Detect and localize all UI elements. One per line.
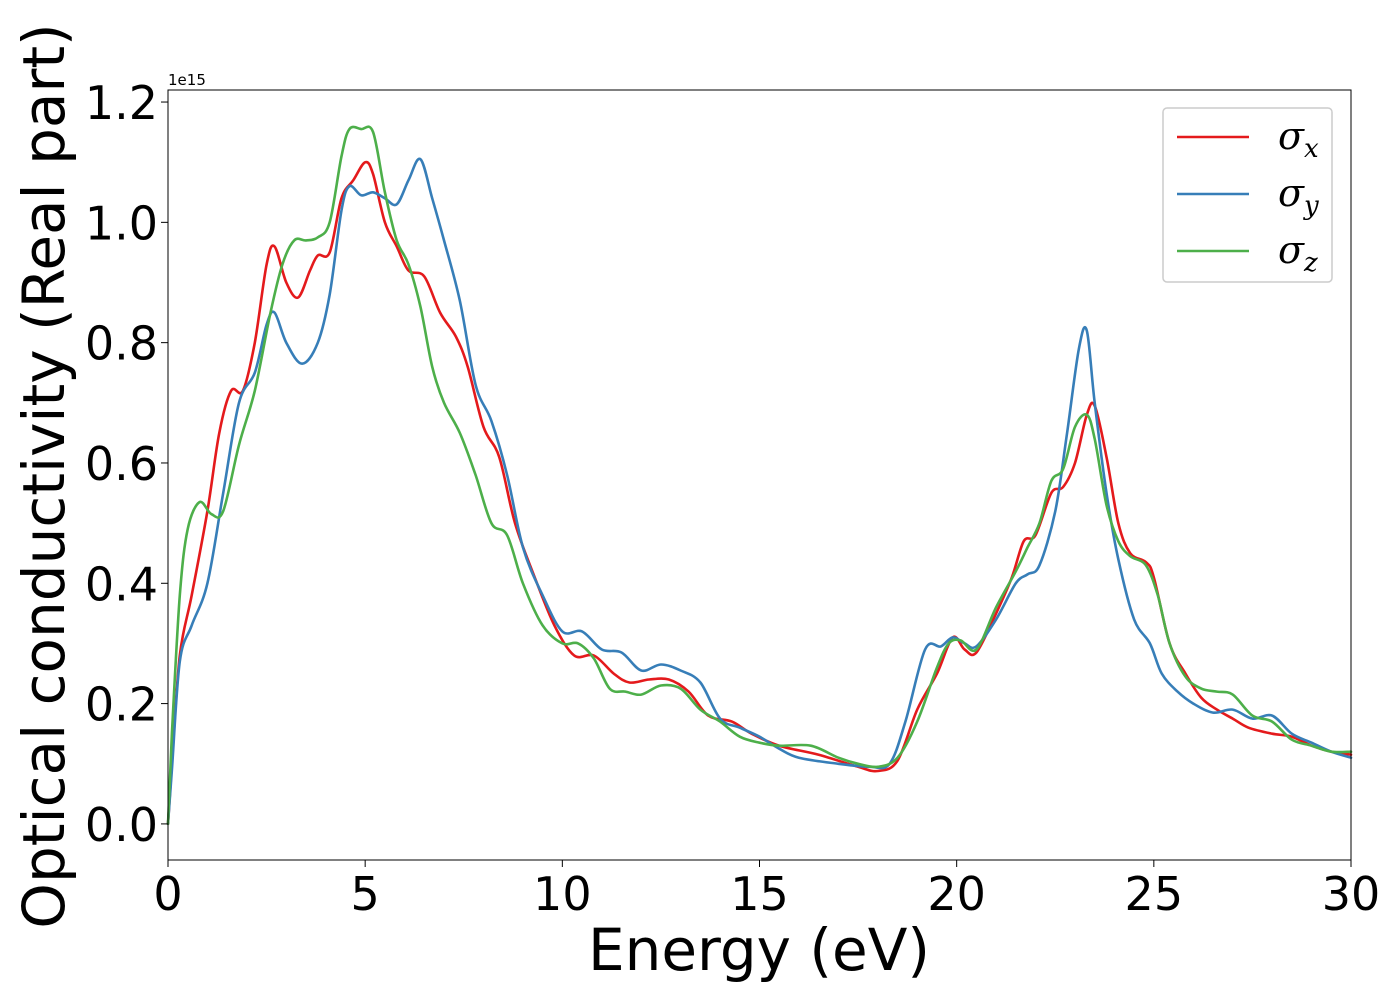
x-tick-label: 10 bbox=[533, 867, 592, 921]
y-tick-label: 1.2 bbox=[85, 76, 158, 130]
x-axis: 0 5 10 15 20 25 30 bbox=[153, 860, 1380, 921]
y-tick-label: 0.4 bbox=[85, 557, 158, 611]
x-tick-label: 20 bbox=[927, 867, 986, 921]
y-axis-label: Optical conductivity (Real part) bbox=[10, 23, 78, 928]
y-offset-text: 1e15 bbox=[168, 71, 206, 89]
legend-label-y: σy bbox=[1278, 171, 1319, 221]
legend-entries: σx σy σz bbox=[1177, 114, 1319, 278]
series-line-z bbox=[166, 125, 1353, 826]
x-axis-label: Energy (eV) bbox=[588, 916, 930, 984]
x-tick-label: 15 bbox=[730, 867, 789, 921]
x-tick-label: 25 bbox=[1125, 867, 1184, 921]
series-layer bbox=[166, 125, 1353, 826]
y-tick-label: 0.8 bbox=[85, 317, 158, 371]
x-tick-label: 5 bbox=[351, 867, 380, 921]
y-axis: 0.0 0.2 0.4 0.6 0.8 1.0 1.2 bbox=[85, 76, 168, 852]
legend: σx σy σz bbox=[1162, 107, 1333, 283]
x-tick-label: 0 bbox=[153, 867, 182, 921]
y-tick-label: 0.2 bbox=[85, 678, 158, 732]
legend-label-z: σz bbox=[1278, 228, 1318, 278]
y-tick-label: 1.0 bbox=[85, 196, 158, 250]
series-line-y bbox=[166, 157, 1353, 826]
x-tick-label: 30 bbox=[1322, 867, 1381, 921]
y-tick-label: 0.0 bbox=[85, 798, 158, 852]
series-line-x bbox=[166, 160, 1353, 826]
legend-label-x: σx bbox=[1278, 114, 1319, 164]
y-tick-label: 0.6 bbox=[85, 437, 158, 491]
plot-background bbox=[168, 90, 1351, 860]
